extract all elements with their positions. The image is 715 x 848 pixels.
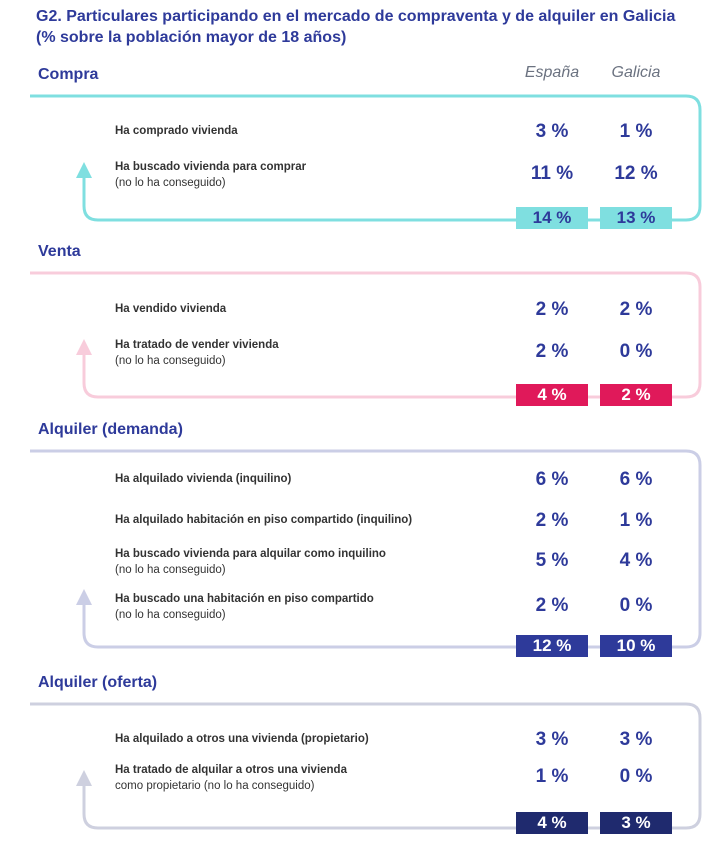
row-label: Ha alquilado vivienda (inquilino) bbox=[115, 471, 475, 487]
row-label-sub: (no lo ha conseguido) bbox=[115, 564, 226, 576]
total-spain: 4 % bbox=[516, 384, 588, 406]
value-galicia: 3 % bbox=[619, 729, 653, 750]
total-galicia: 2 % bbox=[600, 384, 672, 406]
total-spain: 4 % bbox=[516, 812, 588, 834]
row-label-sub: (no lo ha conseguido) bbox=[115, 609, 226, 621]
section-title: Compra bbox=[38, 66, 99, 83]
total-spain: 14 % bbox=[516, 207, 588, 229]
value-spain: 3 % bbox=[535, 729, 569, 750]
section-frame-1 bbox=[30, 271, 702, 399]
row-label-main: Ha tratado de alquilar a otros una vivie… bbox=[115, 764, 347, 776]
value-spain: 5 % bbox=[535, 550, 569, 571]
value-galicia: 1 % bbox=[619, 510, 653, 531]
row-label: Ha buscado vivienda para alquilar como i… bbox=[115, 546, 475, 578]
value-galicia: 0 % bbox=[619, 595, 653, 616]
value-spain: 6 % bbox=[535, 469, 569, 490]
value-galicia: 1 % bbox=[619, 121, 653, 142]
chart-title-line-1: G2. Particulares participando en el merc… bbox=[36, 8, 676, 25]
row-label: Ha comprado vivienda bbox=[115, 123, 475, 139]
section-arrow-icon-1 bbox=[76, 339, 92, 355]
row-label: Ha alquilado a otros una vivienda (propi… bbox=[115, 731, 475, 747]
value-galicia: 0 % bbox=[619, 341, 653, 362]
section-arrow-icon-2 bbox=[76, 589, 92, 605]
row-label: Ha tratado de alquilar a otros una vivie… bbox=[115, 762, 475, 794]
value-spain: 2 % bbox=[535, 341, 569, 362]
row-label: Ha vendido vivienda bbox=[115, 301, 475, 317]
row-label: Ha tratado de vender vivienda (no lo ha c… bbox=[115, 337, 475, 369]
section-arrow-icon-3 bbox=[76, 770, 92, 786]
row-label: Ha alquilado habitación en piso comparti… bbox=[115, 512, 475, 528]
value-spain: 11 % bbox=[530, 163, 574, 184]
row-label-main: Ha buscado una habitación en piso compar… bbox=[115, 593, 374, 605]
row-label-sub: como propietario (no lo ha conseguido) bbox=[115, 780, 315, 792]
section-frame-3 bbox=[30, 702, 702, 830]
total-galicia: 10 % bbox=[600, 635, 672, 657]
column-header-galicia: Galicia bbox=[611, 64, 661, 81]
value-galicia: 4 % bbox=[619, 550, 653, 571]
chart-title: G2. Particulares participando en el merc… bbox=[36, 6, 696, 48]
row-label-main: Ha tratado de vender vivienda bbox=[115, 339, 279, 351]
chart-title-line-2: (% sobre la población mayor de 18 años) bbox=[36, 29, 347, 46]
row-label-main: Ha buscado vivienda para comprar bbox=[115, 161, 307, 173]
row-label-main: Ha alquilado vivienda (inquilino) bbox=[115, 473, 292, 485]
column-header-spain: España bbox=[524, 64, 580, 81]
value-spain: 2 % bbox=[535, 595, 569, 616]
row-label-main: Ha vendido vivienda bbox=[115, 303, 227, 315]
section-frame-2 bbox=[30, 449, 702, 649]
row-label-main: Ha comprado vivienda bbox=[115, 125, 238, 137]
value-galicia: 6 % bbox=[619, 469, 653, 490]
section-arrow-icon-0 bbox=[76, 162, 92, 178]
row-label-main: Ha buscado vivienda para alquilar como i… bbox=[115, 548, 386, 560]
value-spain: 2 % bbox=[535, 510, 569, 531]
value-spain: 3 % bbox=[535, 121, 569, 142]
value-galicia: 2 % bbox=[619, 299, 653, 320]
row-label: Ha buscado vivienda para comprar (no lo h… bbox=[115, 159, 475, 191]
value-spain: 1 % bbox=[535, 766, 569, 787]
row-label: Ha buscado una habitación en piso compar… bbox=[115, 591, 475, 623]
total-galicia: 13 % bbox=[600, 207, 672, 229]
section-frame-0 bbox=[30, 94, 702, 222]
row-label-sub: (no lo ha conseguido) bbox=[115, 355, 226, 367]
row-label-sub: (no lo ha conseguido) bbox=[115, 177, 226, 189]
section-title: Alquiler (demanda) bbox=[38, 421, 183, 438]
total-galicia: 3 % bbox=[600, 812, 672, 834]
value-galicia: 0 % bbox=[619, 766, 653, 787]
row-label-main: Ha alquilado habitación en piso comparti… bbox=[115, 514, 413, 526]
total-spain: 12 % bbox=[516, 635, 588, 657]
row-label-main: Ha alquilado a otros una vivienda (propi… bbox=[115, 733, 369, 745]
section-title: Alquiler (oferta) bbox=[38, 674, 158, 691]
section-title: Venta bbox=[38, 243, 81, 260]
value-spain: 2 % bbox=[535, 299, 569, 320]
value-galicia: 12 % bbox=[614, 163, 658, 184]
